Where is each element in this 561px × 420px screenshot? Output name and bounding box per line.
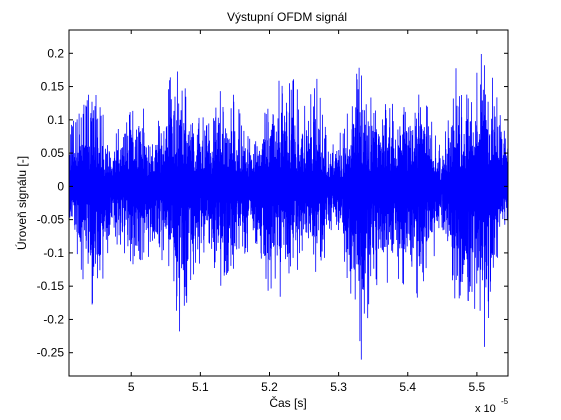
signal-line [69,53,508,360]
y-tick-label: 0.2 [47,46,64,60]
x-multiplier-exponent: -5 [501,397,509,406]
y-tick-label: 0.15 [41,80,65,94]
x-multiplier-base: x 10 [475,403,496,415]
y-tick-label: 0.05 [41,146,65,160]
x-axis: 5 5.1 5.2 5.3 5.4 5.5 [128,30,486,394]
y-tick-label: 0.1 [47,113,64,127]
y-tick-label: -0.2 [43,312,64,326]
plot-frame [68,29,509,377]
x-tick-label: 5.3 [330,380,347,394]
y-tick-label: 0 [57,179,64,193]
y-tick-label: -0.25 [37,346,65,360]
x-tick-label: 5 [128,380,135,394]
x-tick-label: 5.1 [192,380,209,394]
x-tick-label: 5.4 [399,380,416,394]
y-tick-label: -0.1 [43,246,64,260]
signal-series [69,53,508,360]
x-axis-multiplier: x 10 -5 [475,397,509,415]
plot-area: 5 5.1 5.2 5.3 5.4 5.5 0.2 0.15 0.1 0.05 0 -0.05 -0.… [37,29,509,394]
y-tick-label: -0.05 [37,213,65,227]
y-axis-label: Úroveň signálu [-] [14,156,29,250]
y-tick-label: -0.15 [37,279,65,293]
chart-title: Výstupní OFDM signál [227,10,347,24]
y-axis: 0.2 0.15 0.1 0.05 0 -0.05 -0.1 -0.15 -0.2 -0.25 [37,46,508,360]
x-tick-label: 5.2 [261,380,278,394]
x-axis-label: Čas [s] [269,395,306,410]
x-tick-label: 5.5 [469,380,486,394]
